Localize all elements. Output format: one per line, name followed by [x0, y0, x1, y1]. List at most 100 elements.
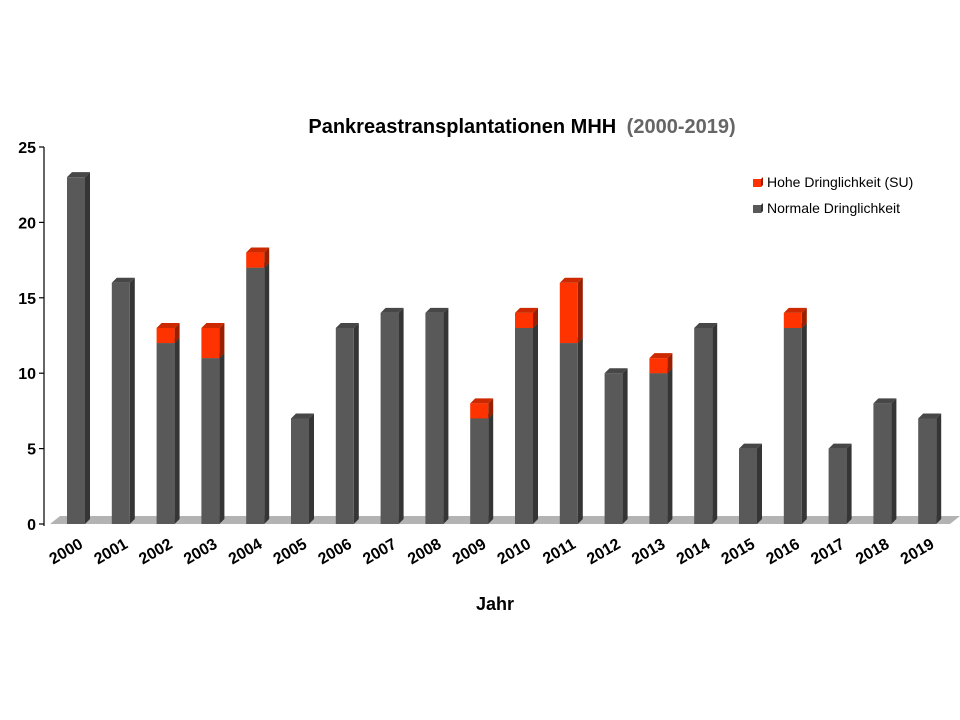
x-tick-label: 2008 [405, 536, 444, 569]
legend-label: Hohe Dringlichkeit (SU) [767, 174, 913, 190]
bar-top [739, 443, 762, 449]
bar-front [380, 312, 399, 524]
bar-side [309, 413, 314, 524]
bar-side [533, 307, 538, 328]
bar-front [246, 267, 265, 524]
bar-side [622, 368, 628, 524]
bar-front [559, 282, 578, 344]
x-tick-label: 2016 [763, 536, 802, 569]
x-tick-label: 2000 [47, 536, 86, 569]
bar-segment [246, 247, 270, 268]
bar-front [470, 418, 489, 524]
bar-segment [380, 307, 404, 524]
bar-segment [156, 322, 180, 344]
bar-segment [649, 368, 673, 524]
x-tick-label: 2005 [271, 536, 310, 569]
x-axis: 2000 2001 2002 2003 2004 2005 2006 2007 2008 2009… [47, 536, 938, 569]
bar-segment [425, 307, 449, 524]
legend-swatch [753, 205, 761, 213]
x-tick-label: 2014 [674, 536, 713, 569]
bar-top [156, 322, 180, 328]
bar-segment [783, 322, 807, 524]
x-tick-label: 2013 [629, 536, 668, 569]
bar-side [891, 398, 897, 524]
bar-front [246, 252, 265, 268]
bar-top [918, 413, 942, 419]
bar-side [533, 322, 538, 524]
bar-side [667, 353, 673, 374]
bar-side [577, 277, 583, 344]
bar-side [264, 247, 270, 268]
bar-top [380, 307, 404, 313]
x-tick-label: 2017 [808, 536, 847, 569]
bar-segment [246, 262, 270, 524]
bar-side [264, 262, 270, 524]
y-tick-label: 25 [18, 140, 36, 157]
bar-top [291, 413, 314, 419]
chart-floor [50, 516, 960, 524]
bar-front [425, 312, 444, 524]
bar-side [85, 172, 90, 524]
bar-segment [111, 277, 135, 524]
bar-front [470, 403, 489, 419]
bar-segment [559, 277, 583, 344]
bar-segment [649, 353, 673, 374]
y-tick-label: 0 [27, 517, 36, 534]
x-tick-label: 2001 [91, 536, 130, 569]
bar-segment [201, 353, 225, 524]
bar-front [515, 327, 533, 524]
bar-segment [156, 338, 180, 524]
bar-front [604, 373, 623, 524]
bar-segment [559, 338, 583, 524]
bar-segment [918, 413, 942, 524]
chart-title: Pankreastransplantationen MHH (2000-2019… [308, 116, 735, 138]
bar-front [201, 327, 220, 359]
bar-top [559, 277, 583, 283]
bar-front [783, 312, 802, 328]
x-tick-label: 2006 [315, 536, 354, 569]
bar-front [649, 373, 668, 524]
bar-segment [201, 322, 225, 359]
x-tick-label: 2002 [136, 536, 175, 569]
bar-top [873, 398, 897, 404]
legend: Hohe Dringlichkeit (SU) Normale Dringlich… [753, 174, 913, 216]
bar-front [111, 282, 130, 524]
bar-top [515, 307, 538, 313]
x-tick-label: 2010 [495, 536, 534, 569]
bar-segment [67, 172, 90, 524]
bar-top [470, 398, 494, 404]
x-tick-label: 2015 [719, 536, 758, 569]
bar-side [801, 307, 807, 328]
x-tick-label: 2018 [853, 536, 892, 569]
y-tick-label: 5 [27, 442, 36, 459]
bar-top [828, 443, 852, 449]
bar-side [174, 338, 180, 524]
x-tick-label: 2009 [450, 536, 489, 569]
bar-segment [739, 443, 762, 524]
x-tick-label: 2011 [540, 536, 579, 568]
bar-segment [828, 443, 852, 524]
bar-side [577, 338, 583, 524]
bar-top [783, 307, 807, 313]
bar-segment [515, 322, 538, 524]
x-axis-label: Jahr [476, 594, 514, 614]
legend-swatch [753, 179, 761, 187]
bar-front [291, 418, 309, 524]
legend-swatch-side [761, 203, 763, 213]
bar-side [936, 413, 942, 524]
bar-side [443, 307, 449, 524]
chart-title-main: Pankreastransplantationen MHH [308, 116, 616, 138]
bar-side [846, 443, 852, 524]
bar-front [515, 312, 533, 328]
bar-front [873, 403, 892, 524]
chart-title-suffix: (2000-2019) [627, 116, 736, 138]
legend-swatch-side [761, 177, 763, 187]
bar-top [425, 307, 449, 313]
bar-front [649, 358, 668, 374]
bar-front [67, 177, 85, 524]
legend-label: Normale Dringlichkeit [767, 200, 900, 216]
bar-segment [783, 307, 807, 328]
bar-top [201, 322, 225, 328]
